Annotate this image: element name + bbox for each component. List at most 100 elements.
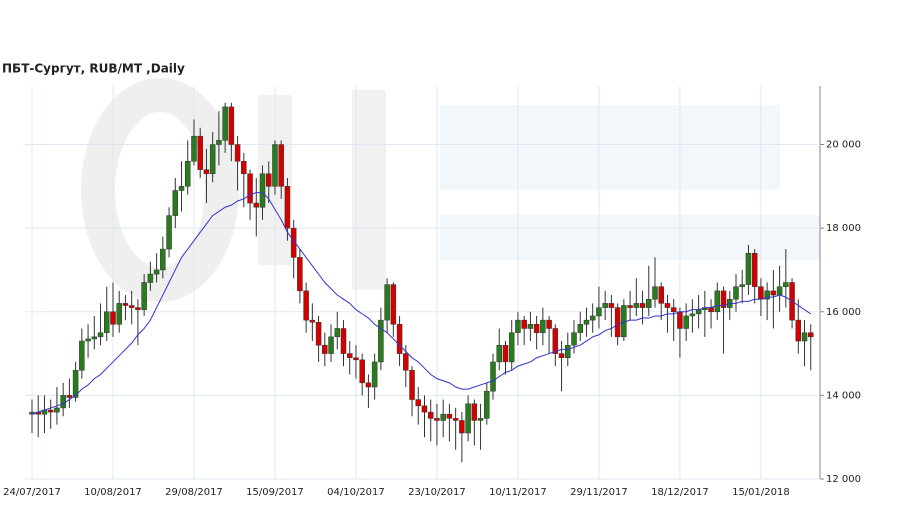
- x-tick-label: 29/08/2017: [165, 487, 223, 498]
- candle-body: [770, 290, 777, 296]
- candle-body: [602, 303, 608, 308]
- candle-body: [303, 290, 309, 321]
- candle-body: [764, 290, 770, 300]
- x-tick-label: 15/09/2017: [246, 487, 304, 498]
- candle-body: [589, 315, 596, 321]
- y-tick-label: 12 000: [826, 474, 861, 485]
- candle-body: [60, 395, 66, 409]
- candle-body: [365, 382, 372, 388]
- candle-body: [751, 252, 758, 287]
- candle-body: [253, 202, 260, 208]
- candle-body: [683, 315, 689, 329]
- candle-body: [265, 173, 272, 187]
- candle-body: [72, 370, 79, 398]
- candle-body: [259, 173, 266, 208]
- candle-body: [234, 144, 241, 162]
- candle-body: [153, 269, 160, 275]
- candle-body: [309, 319, 316, 323]
- candle-body: [521, 319, 527, 329]
- candle-body: [54, 407, 60, 413]
- candle-body: [577, 324, 583, 333]
- candle-body: [191, 135, 197, 162]
- candle-body: [241, 161, 247, 175]
- candle-body: [396, 324, 403, 354]
- candle-body: [178, 186, 185, 191]
- candle-body: [421, 405, 428, 413]
- candle-body: [733, 286, 739, 300]
- candle-body: [166, 215, 172, 250]
- candle-body: [546, 319, 552, 329]
- candle-body: [378, 319, 384, 363]
- candle-body: [297, 257, 303, 292]
- candle-body: [540, 319, 546, 333]
- candle-body: [459, 420, 465, 434]
- candle-body: [639, 303, 646, 308]
- candle-body: [515, 319, 521, 333]
- watermark: [81, 78, 820, 302]
- candle-body: [66, 395, 73, 398]
- chart-title: ПБТ-Сургут, RUB/MT ,Daily: [2, 62, 185, 76]
- candle-body: [197, 135, 203, 170]
- candle-body: [783, 282, 789, 287]
- candle-body: [172, 190, 179, 216]
- candle-body: [446, 413, 453, 419]
- candle-body: [322, 344, 328, 354]
- candle-body: [484, 390, 490, 419]
- candle-body: [228, 106, 235, 145]
- candle-body: [664, 303, 671, 308]
- candle-body: [646, 298, 652, 308]
- candle-body: [110, 311, 116, 325]
- candle-body: [758, 286, 764, 300]
- candle-body: [658, 286, 664, 304]
- candle-body: [508, 332, 515, 363]
- candle-body: [558, 353, 565, 359]
- candle-body: [85, 338, 91, 342]
- x-tick-label: 10/08/2017: [84, 487, 142, 498]
- candle-body: [315, 321, 322, 346]
- candle-body: [328, 336, 334, 354]
- candle-body: [633, 303, 640, 308]
- candle-body: [128, 305, 135, 308]
- candle-body: [346, 353, 353, 359]
- candle-body: [353, 357, 359, 361]
- candle-body: [440, 413, 446, 421]
- candle-body: [477, 418, 484, 421]
- candle-body: [565, 344, 571, 359]
- candle-body: [359, 359, 365, 384]
- candle-body: [677, 311, 683, 329]
- candle-body: [97, 332, 104, 338]
- y-tick-label: 20 000: [826, 140, 861, 151]
- x-tick-label: 04/10/2017: [327, 487, 385, 498]
- candle-body: [795, 319, 802, 342]
- candle-body: [272, 144, 278, 187]
- candle-body: [47, 409, 54, 413]
- candle-body: [614, 307, 621, 338]
- candle-body: [720, 290, 727, 308]
- moving-average: [31, 192, 812, 415]
- candle-body: [116, 303, 122, 325]
- candle-body: [714, 290, 721, 313]
- candle-body: [801, 332, 808, 342]
- x-tick-label: 15/01/2018: [732, 487, 790, 498]
- candle-body: [434, 418, 440, 421]
- candle-body: [135, 307, 141, 310]
- candle-body: [465, 403, 471, 434]
- candle-body: [390, 284, 397, 325]
- x-tick-label: 29/11/2017: [570, 487, 628, 498]
- candle-body: [141, 282, 147, 310]
- y-tick-label: 16 000: [826, 307, 861, 318]
- candle-body: [652, 286, 658, 300]
- candle-body: [340, 328, 347, 354]
- candle-body: [247, 173, 253, 204]
- candle-body: [695, 309, 702, 315]
- candle-body: [104, 311, 110, 333]
- candle-body: [122, 303, 129, 306]
- candle-body: [284, 186, 291, 229]
- candle-body: [708, 307, 714, 313]
- y-tick-label: 14 000: [826, 390, 861, 401]
- x-tick-label: 18/12/2017: [651, 487, 709, 498]
- candle-body: [490, 361, 496, 392]
- candle-body: [571, 332, 577, 346]
- candle-body: [415, 399, 422, 407]
